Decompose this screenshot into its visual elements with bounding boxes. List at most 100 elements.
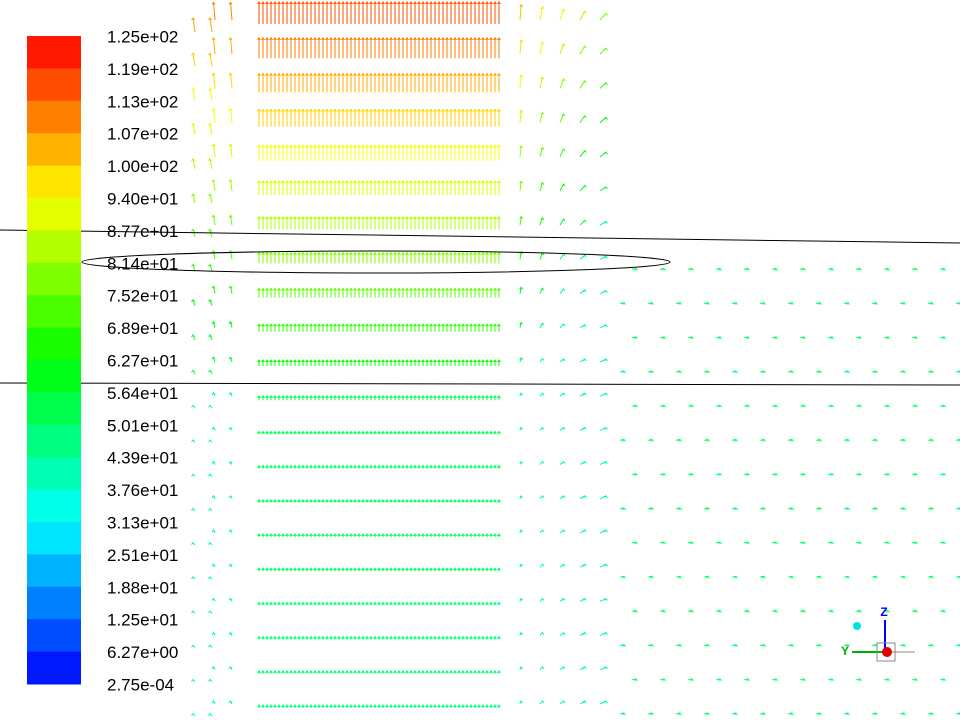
vector [409,464,413,469]
vector [341,180,345,195]
vector [599,597,608,602]
vector [293,669,297,674]
vector [927,301,934,305]
vector [317,144,321,161]
vector [759,643,766,647]
vector [493,567,497,572]
vector [855,609,862,613]
vector [457,108,461,127]
vector [365,144,369,161]
vector [519,494,524,499]
vector [599,116,608,123]
vector [329,144,333,161]
vector [393,567,397,572]
vector [301,180,305,195]
vector [297,323,301,332]
vector [337,669,341,674]
vector [827,472,834,476]
vector [293,251,297,264]
vector [453,430,457,435]
vector [489,704,493,708]
vector [559,529,566,534]
vector [337,323,341,332]
vector [289,180,293,195]
vector [277,533,281,537]
vector [385,36,389,59]
vector [539,563,545,568]
vector [449,430,453,435]
vector [401,287,405,298]
vector [389,215,393,230]
vector [493,430,497,435]
vector [361,394,365,401]
vector [401,601,405,606]
color-band [27,586,81,620]
vector [485,36,489,59]
vector [353,669,357,674]
vector [365,567,369,572]
vector [397,108,401,127]
vector [425,287,429,298]
vector [269,72,273,93]
vector [715,404,722,408]
vector [297,108,301,127]
vector [329,601,333,606]
vector [539,5,545,21]
vector [297,498,301,503]
vector [437,533,441,537]
vector [349,394,353,401]
vector [519,180,524,192]
vector [437,601,441,606]
vector [317,635,321,640]
vector [731,643,738,647]
vector [337,180,341,195]
vector [211,356,216,363]
vector [457,359,461,366]
vector [309,287,313,298]
vector [559,8,566,21]
vector [277,669,281,674]
vector [381,635,385,640]
vector [365,251,369,264]
vector [477,251,481,264]
vector [381,108,385,127]
vector [373,215,377,230]
vector [313,567,317,572]
vector [465,669,469,674]
vector [261,251,265,264]
vector [559,563,566,568]
vector [297,464,301,469]
vector [927,506,934,511]
colorbar-label: 1.13e+02 [107,92,178,111]
vector [289,567,293,572]
vector [289,1,293,24]
vector [647,575,654,579]
vector [273,359,277,366]
vector [257,180,261,195]
vector [477,635,481,640]
vector [489,287,493,298]
vector [397,180,401,195]
vector [373,251,377,264]
vector [485,287,489,298]
vector [445,533,449,537]
vector [453,704,457,708]
vector [269,359,273,366]
vector [631,404,638,408]
vector [461,108,465,127]
vector [305,72,309,93]
color-band [27,651,81,685]
vector [539,426,545,431]
vector [469,430,473,435]
vector [211,700,216,705]
vector [301,430,305,435]
vector [855,267,862,271]
vector [647,712,654,716]
vector [397,567,401,572]
vector [297,72,301,93]
vector [257,464,261,469]
vector [409,323,413,332]
vector [208,17,213,33]
vector [309,144,313,161]
vector [497,601,501,606]
